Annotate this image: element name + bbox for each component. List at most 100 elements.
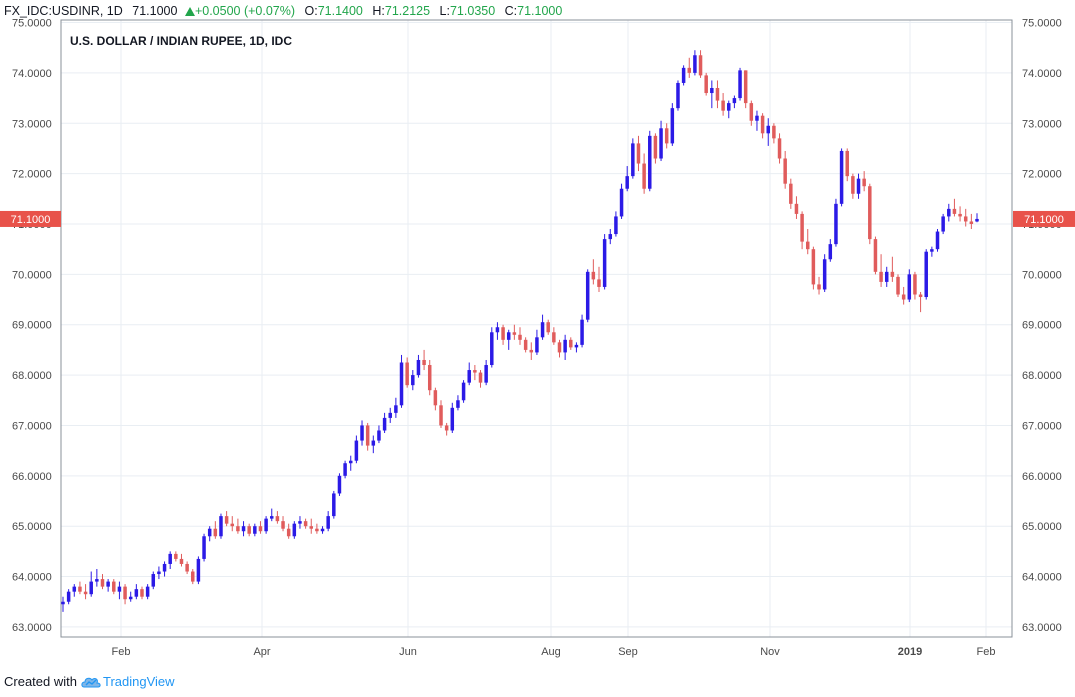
candle-body [213, 528, 218, 537]
low-label: L: [439, 4, 450, 18]
y-tick-label-left: 64.0000 [12, 572, 52, 584]
candle-body [61, 601, 65, 605]
candle-body [732, 98, 737, 104]
close-value: 71.1000 [517, 4, 563, 18]
candle-body [348, 460, 353, 464]
y-tick-label-left: 66.0000 [12, 471, 52, 483]
candle-body [907, 274, 912, 300]
y-tick-label-left: 69.0000 [12, 320, 52, 332]
candle-body [281, 521, 285, 529]
candle-body [834, 203, 838, 245]
candle-body [563, 339, 567, 353]
candle-body [365, 425, 370, 446]
candle-body [270, 516, 274, 519]
y-tick-label-left: 67.0000 [12, 420, 52, 432]
candle-body [95, 579, 99, 582]
symbol-label[interactable]: FX_IDC:USDINR, 1D [4, 4, 123, 18]
x-tick-label: Apr [253, 646, 270, 658]
candle-body [789, 183, 793, 204]
candle-body [856, 178, 861, 194]
candle-body [631, 143, 635, 177]
candle-body [72, 586, 77, 592]
candle-body [162, 563, 167, 572]
candle-body [506, 332, 511, 340]
candle-body [664, 128, 669, 144]
candle-body [884, 271, 889, 282]
last-price-label-right: 71.1000 [1013, 210, 1075, 227]
candle-body [715, 87, 720, 101]
candle-body [100, 579, 105, 587]
candle-body [952, 208, 957, 214]
candle-body [354, 440, 359, 461]
candle-body [320, 528, 325, 532]
candle-body [523, 339, 528, 350]
candle-body [219, 516, 223, 537]
y-tick-label-left: 65.0000 [12, 521, 52, 533]
candle-body [427, 365, 432, 391]
candle-body [83, 591, 88, 595]
candle-body [540, 322, 545, 338]
price-label-text: 71.1000 [11, 214, 51, 226]
candle-body [151, 574, 156, 587]
price-chart[interactable]: U.S. DOLLAR / INDIAN RUPEE, 1D, IDC 63.0… [0, 0, 1075, 668]
candle-body [721, 100, 725, 111]
y-tick-label-right: 65.0000 [1022, 521, 1062, 533]
candle-body [106, 581, 110, 587]
y-tick-label-right: 70.0000 [1022, 269, 1062, 281]
candle-body [501, 327, 505, 340]
candle-body [461, 382, 466, 401]
candle-body [580, 319, 584, 345]
candle-body [941, 216, 945, 232]
candle-body [303, 521, 308, 527]
y-tick-label-right: 67.0000 [1022, 420, 1062, 432]
candle-body [478, 372, 483, 383]
tradingview-brand[interactable]: TradingView [102, 674, 175, 689]
candle-body [332, 493, 336, 517]
candle-body [66, 591, 71, 602]
candle-body [642, 163, 646, 189]
candle-body [619, 188, 624, 217]
y-tick-label-right: 73.0000 [1022, 118, 1062, 130]
y-tick-label-left: 74.0000 [12, 68, 52, 80]
candle-body [518, 334, 522, 340]
y-tick-label-right: 74.0000 [1022, 68, 1062, 80]
candle-body [484, 365, 488, 383]
candle-body [681, 67, 686, 83]
candle-body [969, 221, 974, 224]
candle-body [123, 586, 127, 600]
high-value: 71.2125 [384, 4, 431, 18]
candle-body [529, 349, 534, 353]
candle-body [343, 463, 347, 476]
candle-body [298, 521, 302, 524]
price-label-text: 71.1000 [1024, 214, 1064, 226]
candle-body [557, 342, 562, 353]
candle-body [963, 216, 968, 222]
candle-body [913, 274, 917, 295]
grid [61, 20, 1012, 637]
y-tick-label-left: 73.0000 [12, 118, 52, 130]
candle-body [185, 563, 189, 572]
candle-body [670, 108, 675, 144]
candle-body [727, 103, 731, 111]
candle-body [873, 239, 878, 272]
y-tick-label-left: 75.0000 [12, 18, 52, 30]
candle-body [309, 526, 313, 529]
candle-body [490, 332, 494, 366]
candle-body [862, 178, 866, 187]
candle-body [924, 251, 928, 298]
candle-body [326, 516, 330, 529]
x-tick-label: Feb [112, 646, 131, 658]
candle-body [416, 359, 421, 376]
x-tick-label: Aug [541, 646, 561, 658]
candle-body [569, 339, 573, 348]
candle-body [546, 322, 550, 333]
candle-body [224, 516, 229, 524]
candle-body [585, 271, 590, 320]
tradingview-logo-icon[interactable] [81, 675, 101, 695]
last-price: 71.1000 [132, 4, 178, 18]
candle-body [112, 581, 116, 592]
candle-body [411, 375, 415, 386]
candle-body [805, 241, 810, 250]
y-tick-label-right: 72.0000 [1022, 169, 1062, 181]
price-label-bg [1013, 210, 1075, 227]
